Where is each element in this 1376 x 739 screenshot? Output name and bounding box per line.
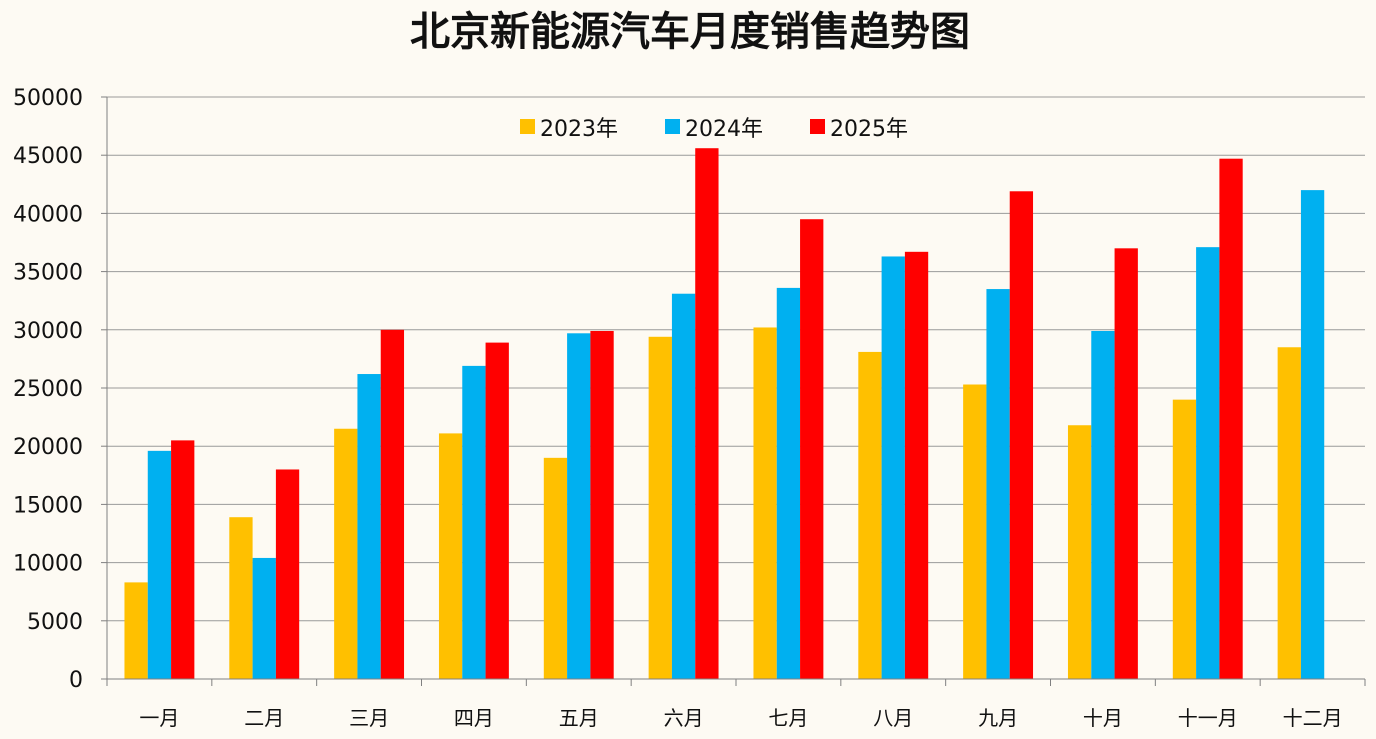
bar-2023年-一月 bbox=[124, 582, 148, 679]
bar-2024年-十二月 bbox=[1300, 190, 1325, 679]
x-tick-label: 一月 bbox=[139, 706, 179, 730]
bar-2025年-八月 bbox=[904, 251, 929, 679]
bar-2024年-一月 bbox=[147, 450, 172, 679]
y-tick-label: 40000 bbox=[13, 202, 83, 227]
legend-swatch-2024年 bbox=[665, 119, 680, 134]
y-tick-label: 0 bbox=[69, 668, 83, 693]
bar-2024年-十一月 bbox=[1196, 247, 1220, 679]
bar-2023年-四月 bbox=[438, 433, 463, 679]
bar-2024年-四月 bbox=[462, 365, 486, 679]
y-tick-label: 50000 bbox=[13, 86, 83, 111]
bar-2023年-五月 bbox=[543, 457, 568, 679]
bar-2025年-二月 bbox=[275, 469, 300, 679]
bar-2023年-二月 bbox=[229, 517, 253, 679]
x-tick-label: 十一月 bbox=[1178, 706, 1238, 730]
bar-2025年-四月 bbox=[485, 342, 509, 679]
x-tick-label: 五月 bbox=[559, 706, 599, 730]
bar-2025年-五月 bbox=[590, 330, 614, 679]
bar-2025年-一月 bbox=[171, 440, 195, 679]
legend-swatch-2023年 bbox=[520, 119, 535, 134]
bar-2025年-九月 bbox=[1009, 191, 1034, 679]
bar-2024年-五月 bbox=[567, 333, 591, 679]
bar-2023年-六月 bbox=[648, 336, 672, 679]
x-tick-label: 六月 bbox=[664, 706, 704, 730]
bars bbox=[124, 148, 1325, 679]
y-tick-label: 15000 bbox=[13, 493, 83, 518]
chart-title: 北京新能源汽车月度销售趋势图 bbox=[410, 9, 970, 55]
bar-2023年-八月 bbox=[858, 351, 882, 679]
x-tick-label: 二月 bbox=[244, 706, 284, 730]
legend-label: 2024年 bbox=[685, 117, 763, 142]
legend: 2023年 2024年 2025年 bbox=[520, 117, 908, 142]
y-tick-label: 5000 bbox=[27, 610, 83, 635]
bar-2024年-十月 bbox=[1091, 330, 1115, 679]
x-tick-label: 三月 bbox=[349, 706, 389, 730]
bar-2025年-十月 bbox=[1114, 248, 1138, 679]
bar-2023年-十一月 bbox=[1172, 399, 1197, 679]
bar-2025年-七月 bbox=[800, 219, 824, 679]
bar-2023年-十月 bbox=[1067, 425, 1092, 679]
bar-2025年-十一月 bbox=[1219, 158, 1243, 679]
bar-2024年-三月 bbox=[357, 374, 381, 679]
y-tick-label: 45000 bbox=[13, 144, 83, 169]
bar-2024年-六月 bbox=[671, 293, 696, 679]
x-tick-label: 七月 bbox=[768, 706, 808, 730]
y-tick-label: 20000 bbox=[13, 435, 83, 460]
y-tick-label: 25000 bbox=[13, 377, 83, 402]
bar-2023年-三月 bbox=[334, 428, 358, 679]
bar-2023年-七月 bbox=[753, 327, 777, 679]
legend-label: 2025年 bbox=[830, 117, 908, 142]
x-tick-label: 九月 bbox=[978, 706, 1018, 730]
bar-2024年-二月 bbox=[252, 557, 276, 679]
legend-label: 2023年 bbox=[540, 117, 618, 142]
bar-2025年-六月 bbox=[695, 148, 719, 679]
axes: 0 5000 10000 15000 20000 25000 30000 35000 40000… bbox=[13, 86, 1366, 730]
x-tick-label: 四月 bbox=[454, 706, 494, 730]
y-tick-label: 35000 bbox=[13, 261, 83, 286]
x-tick-label: 十月 bbox=[1083, 706, 1123, 730]
x-tick-label: 十二月 bbox=[1283, 706, 1343, 730]
y-tick-label: 10000 bbox=[13, 552, 83, 577]
bar-2025年-三月 bbox=[380, 329, 405, 679]
bar-2024年-九月 bbox=[986, 289, 1010, 679]
y-tick-label: 30000 bbox=[13, 319, 83, 344]
grid bbox=[107, 96, 1365, 622]
x-tick-label: 八月 bbox=[873, 706, 913, 730]
legend-swatch-2025年 bbox=[810, 119, 825, 134]
bar-2023年-九月 bbox=[963, 384, 987, 679]
bar-2023年-十二月 bbox=[1277, 347, 1301, 679]
bar-2024年-七月 bbox=[776, 287, 801, 679]
bar-2024年-八月 bbox=[881, 256, 905, 679]
